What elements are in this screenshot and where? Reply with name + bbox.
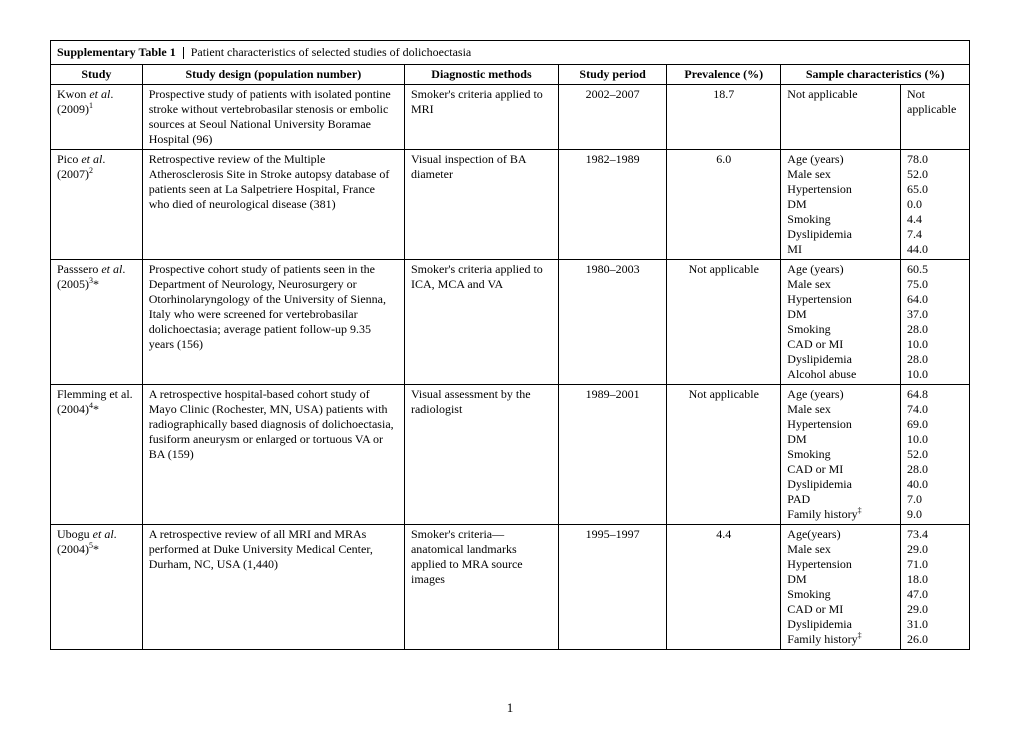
cell-char-label: Age (years)Male sexHypertensionDMSmoking… bbox=[781, 150, 901, 260]
table-body: Kwon et al. (2009)1Prospective study of … bbox=[51, 85, 969, 650]
cell-study: Kwon et al. (2009)1 bbox=[51, 85, 142, 150]
cell-diag: Smoker's criteria applied to ICA, MCA an… bbox=[404, 260, 558, 385]
cell-char-value: 78.052.065.00.04.47.444.0 bbox=[901, 150, 969, 260]
cell-diag: Smoker's criteria—anatomical landmarks a… bbox=[404, 525, 558, 650]
cell-char-value: 60.575.064.037.028.010.028.010.0 bbox=[901, 260, 969, 385]
header-prev: Prevalence (%) bbox=[667, 65, 781, 85]
cell-design: A retrospective review of all MRI and MR… bbox=[142, 525, 404, 650]
table-row: Passsero et al. (2005)3*Prospective coho… bbox=[51, 260, 969, 385]
cell-period: 1995–1997 bbox=[558, 525, 666, 650]
cell-prev: Not applicable bbox=[667, 260, 781, 385]
cell-study: Ubogu et al. (2004)5* bbox=[51, 525, 142, 650]
header-period: Study period bbox=[558, 65, 666, 85]
cell-char-label: Age(years)Male sexHypertensionDMSmokingC… bbox=[781, 525, 901, 650]
table-row: Flemming et al. (2004)4*A retrospective … bbox=[51, 385, 969, 525]
cell-char-label: Not applicable bbox=[781, 85, 901, 150]
table-container: Supplementary Table 1 Patient characteri… bbox=[50, 40, 970, 650]
cell-prev: 18.7 bbox=[667, 85, 781, 150]
table-row: Pico et al. (2007)2Retrospective review … bbox=[51, 150, 969, 260]
cell-study: Flemming et al. (2004)4* bbox=[51, 385, 142, 525]
cell-design: Prospective study of patients with isola… bbox=[142, 85, 404, 150]
cell-char-value: Not applicable bbox=[901, 85, 969, 150]
title-divider bbox=[183, 47, 184, 59]
cell-period: 2002–2007 bbox=[558, 85, 666, 150]
cell-char-label: Age (years)Male sexHypertensionDMSmoking… bbox=[781, 385, 901, 525]
cell-period: 1980–2003 bbox=[558, 260, 666, 385]
cell-design: A retrospective hospital-based cohort st… bbox=[142, 385, 404, 525]
cell-period: 1982–1989 bbox=[558, 150, 666, 260]
cell-prev: 6.0 bbox=[667, 150, 781, 260]
cell-char-value: 73.429.071.018.047.029.031.026.0 bbox=[901, 525, 969, 650]
cell-design: Retrospective review of the Multiple Ath… bbox=[142, 150, 404, 260]
cell-study: Passsero et al. (2005)3* bbox=[51, 260, 142, 385]
header-chars: Sample characteristics (%) bbox=[781, 65, 969, 85]
cell-diag: Visual assessment by the radiologist bbox=[404, 385, 558, 525]
table-title: Supplementary Table 1 Patient characteri… bbox=[51, 41, 969, 65]
cell-diag: Visual inspection of BA diameter bbox=[404, 150, 558, 260]
cell-prev: 4.4 bbox=[667, 525, 781, 650]
header-diag: Diagnostic methods bbox=[404, 65, 558, 85]
studies-table: Study Study design (population number) D… bbox=[51, 65, 969, 649]
header-design: Study design (population number) bbox=[142, 65, 404, 85]
cell-char-label: Age (years)Male sexHypertensionDMSmoking… bbox=[781, 260, 901, 385]
cell-design: Prospective cohort study of patients see… bbox=[142, 260, 404, 385]
table-row: Kwon et al. (2009)1Prospective study of … bbox=[51, 85, 969, 150]
title-label: Supplementary Table 1 bbox=[57, 45, 176, 59]
cell-period: 1989–2001 bbox=[558, 385, 666, 525]
cell-prev: Not applicable bbox=[667, 385, 781, 525]
page-number: 1 bbox=[50, 700, 970, 716]
cell-diag: Smoker's criteria applied to MRI bbox=[404, 85, 558, 150]
cell-study: Pico et al. (2007)2 bbox=[51, 150, 142, 260]
cell-char-value: 64.874.069.010.052.028.040.07.09.0 bbox=[901, 385, 969, 525]
title-description: Patient characteristics of selected stud… bbox=[191, 45, 472, 59]
table-row: Ubogu et al. (2004)5*A retrospective rev… bbox=[51, 525, 969, 650]
header-study: Study bbox=[51, 65, 142, 85]
header-row: Study Study design (population number) D… bbox=[51, 65, 969, 85]
